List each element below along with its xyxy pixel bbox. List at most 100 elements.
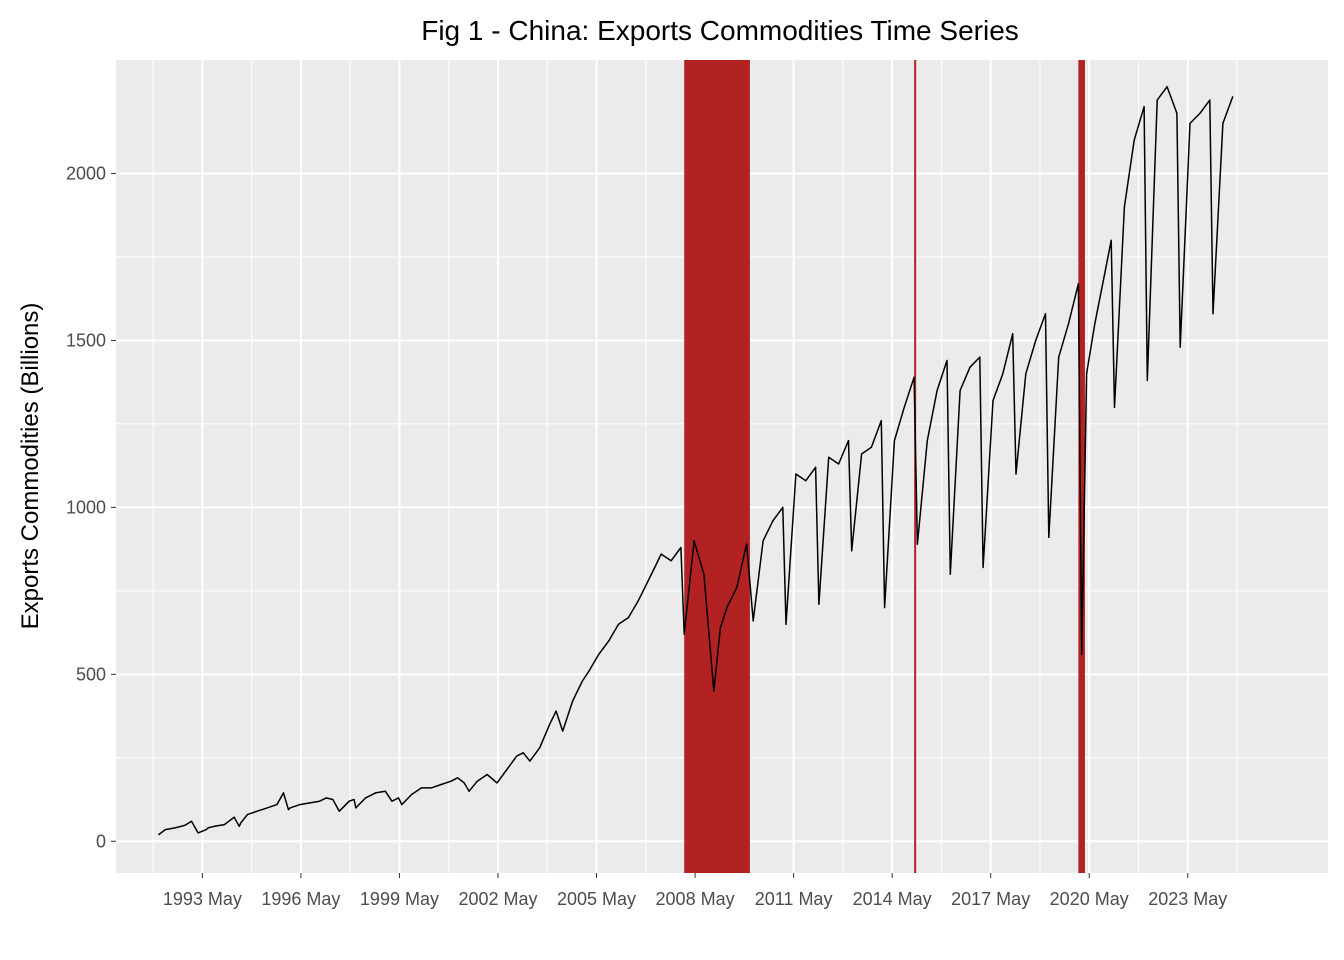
- x-tick-label: 2005 May: [557, 889, 636, 909]
- series-layer: [158, 85, 1234, 836]
- data-point: [266, 807, 268, 809]
- data-point: [384, 790, 386, 792]
- data-point: [1123, 206, 1125, 208]
- data-point: [959, 389, 961, 392]
- x-tick-label: 2020 May: [1050, 889, 1129, 909]
- data-point: [949, 573, 951, 575]
- data-point: [496, 782, 498, 784]
- data-point: [946, 359, 948, 362]
- data-point: [1189, 122, 1191, 125]
- data-point: [880, 419, 882, 422]
- x-tick-label: 2023 May: [1148, 889, 1227, 909]
- data-point: [1044, 313, 1047, 315]
- x-tick-label: 1999 May: [360, 889, 439, 909]
- data-point: [870, 446, 873, 448]
- data-point: [979, 356, 981, 358]
- data-point: [969, 366, 971, 368]
- data-point: [1104, 273, 1106, 275]
- data-point: [287, 808, 290, 811]
- y-tick-label: 1000: [66, 497, 106, 517]
- data-point: [562, 730, 564, 732]
- data-point: [548, 723, 551, 726]
- data-point: [391, 800, 393, 802]
- y-tick-label: 1500: [66, 330, 106, 350]
- data-point: [365, 797, 367, 799]
- x-tick-label: 2011 May: [755, 889, 833, 909]
- data-point: [246, 813, 248, 816]
- data-point: [430, 787, 432, 789]
- data-point: [772, 520, 774, 522]
- data-point: [1113, 406, 1116, 408]
- data-point: [838, 463, 840, 465]
- y-tick-label: 0: [96, 831, 106, 851]
- data-point: [529, 760, 531, 762]
- x-tick-label: 2014 May: [853, 889, 932, 909]
- data-point: [647, 580, 649, 582]
- data-point: [476, 780, 478, 782]
- data-point: [571, 700, 574, 702]
- data-point: [197, 832, 199, 834]
- data-point: [1146, 379, 1148, 382]
- data-point: [815, 466, 817, 468]
- data-point: [319, 800, 321, 802]
- data-point: [309, 802, 311, 804]
- data-point: [785, 623, 787, 625]
- data-point: [1143, 106, 1145, 108]
- data-point: [752, 620, 754, 622]
- data-point: [338, 810, 340, 812]
- data-point: [992, 399, 994, 402]
- x-tick-label: 1993 May: [163, 889, 242, 909]
- data-point: [411, 793, 413, 796]
- data-point: [762, 540, 764, 542]
- data-point: [828, 456, 830, 458]
- data-point: [276, 803, 278, 806]
- data-point: [353, 798, 355, 801]
- y-axis: 0 500 1000 1500 2000: [66, 164, 116, 851]
- data-point: [637, 600, 639, 602]
- data-point: [158, 834, 160, 836]
- data-point: [1133, 139, 1135, 141]
- data-point: [1232, 96, 1234, 98]
- data-point: [223, 823, 225, 826]
- data-point: [818, 603, 820, 605]
- data-point: [913, 376, 915, 378]
- data-point: [1058, 356, 1060, 358]
- data-point: [660, 553, 662, 555]
- data-point: [1199, 112, 1201, 115]
- data-point: [719, 626, 721, 629]
- data-point: [851, 550, 853, 552]
- data-point: [374, 792, 377, 794]
- recession-band: [684, 60, 750, 873]
- data-point: [860, 453, 863, 455]
- data-point: [299, 803, 301, 806]
- major-gridlines: [116, 60, 1328, 873]
- x-axis: 1993 May 1996 May 1999 May 2002 May 2005 May…: [163, 873, 1227, 909]
- data-point: [1094, 323, 1096, 325]
- data-point: [736, 586, 738, 589]
- data-point: [240, 822, 242, 824]
- data-point: [289, 807, 291, 809]
- data-point: [713, 690, 715, 692]
- data-point: [213, 825, 216, 827]
- data-point: [1048, 536, 1050, 539]
- data-point: [450, 780, 452, 782]
- data-point: [420, 787, 423, 789]
- y-tick-label: 2000: [66, 164, 106, 184]
- y-tick-label: 500: [76, 664, 106, 684]
- data-point: [795, 473, 797, 475]
- x-tick-label: 2008 May: [656, 889, 735, 909]
- data-point: [256, 810, 258, 812]
- data-point: [1025, 373, 1027, 375]
- data-point: [1176, 112, 1178, 115]
- data-point: [1179, 346, 1181, 348]
- data-point: [1015, 473, 1017, 475]
- data-point: [805, 480, 807, 482]
- data-point: [581, 680, 584, 682]
- data-point: [893, 440, 896, 442]
- data-point: [1012, 333, 1014, 335]
- data-point: [355, 807, 357, 809]
- y-axis-title: Exports Commodities (Billions): [17, 303, 44, 630]
- data-point: [1166, 86, 1168, 88]
- data-point: [1209, 99, 1211, 101]
- data-point: [1077, 283, 1079, 285]
